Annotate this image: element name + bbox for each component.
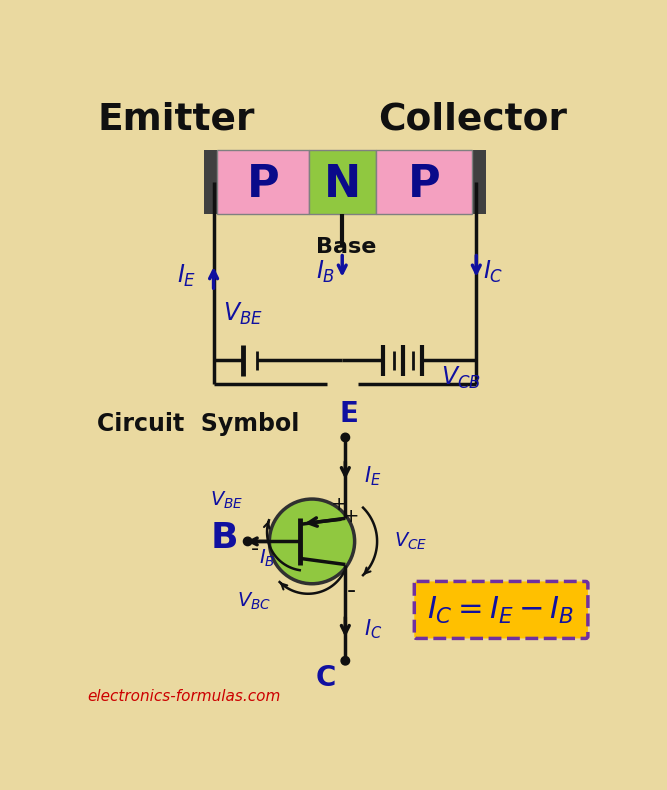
Text: -: -: [251, 539, 259, 559]
Text: Base: Base: [316, 237, 376, 258]
Text: $I_B$: $I_B$: [259, 547, 275, 569]
Circle shape: [269, 499, 355, 584]
Text: E: E: [340, 401, 359, 428]
Text: Circuit  Symbol: Circuit Symbol: [97, 412, 299, 436]
Circle shape: [243, 537, 252, 546]
Text: B: B: [211, 521, 238, 555]
Bar: [376, 150, 472, 214]
Text: $I_C$: $I_C$: [364, 617, 382, 641]
Text: $I_C = I_E - I_B$: $I_C = I_E - I_B$: [428, 595, 575, 626]
Text: $I_E$: $I_E$: [177, 262, 196, 289]
Bar: [203, 150, 217, 214]
Text: +: +: [331, 495, 348, 514]
Text: $V_{CE}$: $V_{CE}$: [394, 531, 428, 552]
Text: +: +: [344, 507, 360, 526]
Text: $I_E$: $I_E$: [364, 465, 382, 487]
Text: -: -: [347, 579, 356, 604]
Circle shape: [341, 656, 350, 665]
Text: $V_{CB}$: $V_{CB}$: [441, 365, 481, 391]
Bar: [217, 150, 309, 214]
Text: $V_{BE}$: $V_{BE}$: [210, 490, 243, 511]
Text: C: C: [315, 664, 336, 693]
Text: Collector: Collector: [378, 101, 567, 137]
FancyBboxPatch shape: [414, 581, 588, 638]
Text: $V_{BC}$: $V_{BC}$: [237, 591, 271, 612]
Text: P: P: [247, 163, 279, 206]
Text: Emitter: Emitter: [97, 101, 255, 137]
Text: $I_B$: $I_B$: [315, 259, 335, 285]
Text: $I_C$: $I_C$: [483, 259, 504, 285]
Text: N: N: [323, 163, 361, 206]
Text: P: P: [408, 163, 440, 206]
Circle shape: [341, 433, 350, 442]
Bar: [472, 150, 486, 214]
Bar: [309, 150, 376, 214]
Text: $V_{BE}$: $V_{BE}$: [223, 301, 263, 327]
Text: electronics-formulas.com: electronics-formulas.com: [87, 690, 281, 705]
